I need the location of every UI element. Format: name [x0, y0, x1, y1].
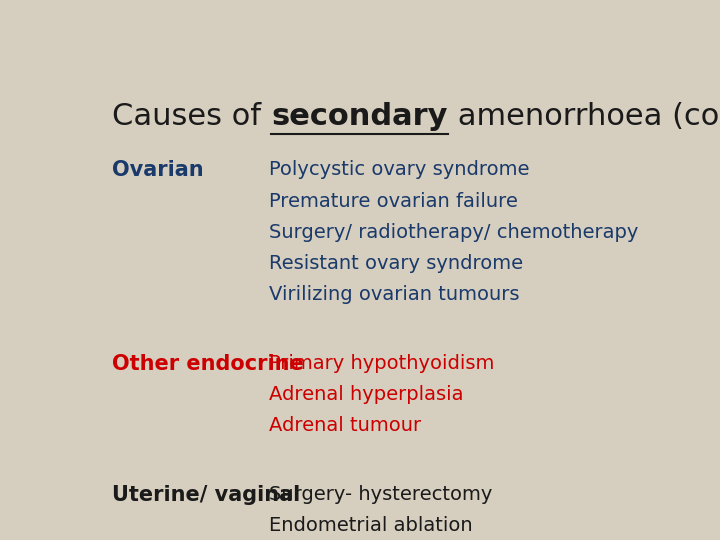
Text: Adrenal hyperplasia: Adrenal hyperplasia	[269, 385, 463, 404]
Text: Endometrial ablation: Endometrial ablation	[269, 516, 472, 535]
Text: Adrenal tumour: Adrenal tumour	[269, 416, 420, 435]
Text: Surgery- hysterectomy: Surgery- hysterectomy	[269, 485, 492, 504]
Text: Ovarian: Ovarian	[112, 160, 204, 180]
Text: Surgery/ radiotherapy/ chemotherapy: Surgery/ radiotherapy/ chemotherapy	[269, 223, 638, 242]
Text: amenorrhoea (continued): amenorrhoea (continued)	[448, 102, 720, 131]
Text: Premature ovarian failure: Premature ovarian failure	[269, 192, 518, 211]
Text: Primary hypothyoidism: Primary hypothyoidism	[269, 354, 494, 373]
Text: Causes of: Causes of	[112, 102, 271, 131]
Text: Other endocrine: Other endocrine	[112, 354, 304, 374]
Text: Resistant ovary syndrome: Resistant ovary syndrome	[269, 254, 523, 273]
Text: Virilizing ovarian tumours: Virilizing ovarian tumours	[269, 285, 519, 304]
Text: Polycystic ovary syndrome: Polycystic ovary syndrome	[269, 160, 529, 179]
Text: secondary: secondary	[271, 102, 448, 131]
Text: Uterine/ vaginal: Uterine/ vaginal	[112, 485, 300, 505]
